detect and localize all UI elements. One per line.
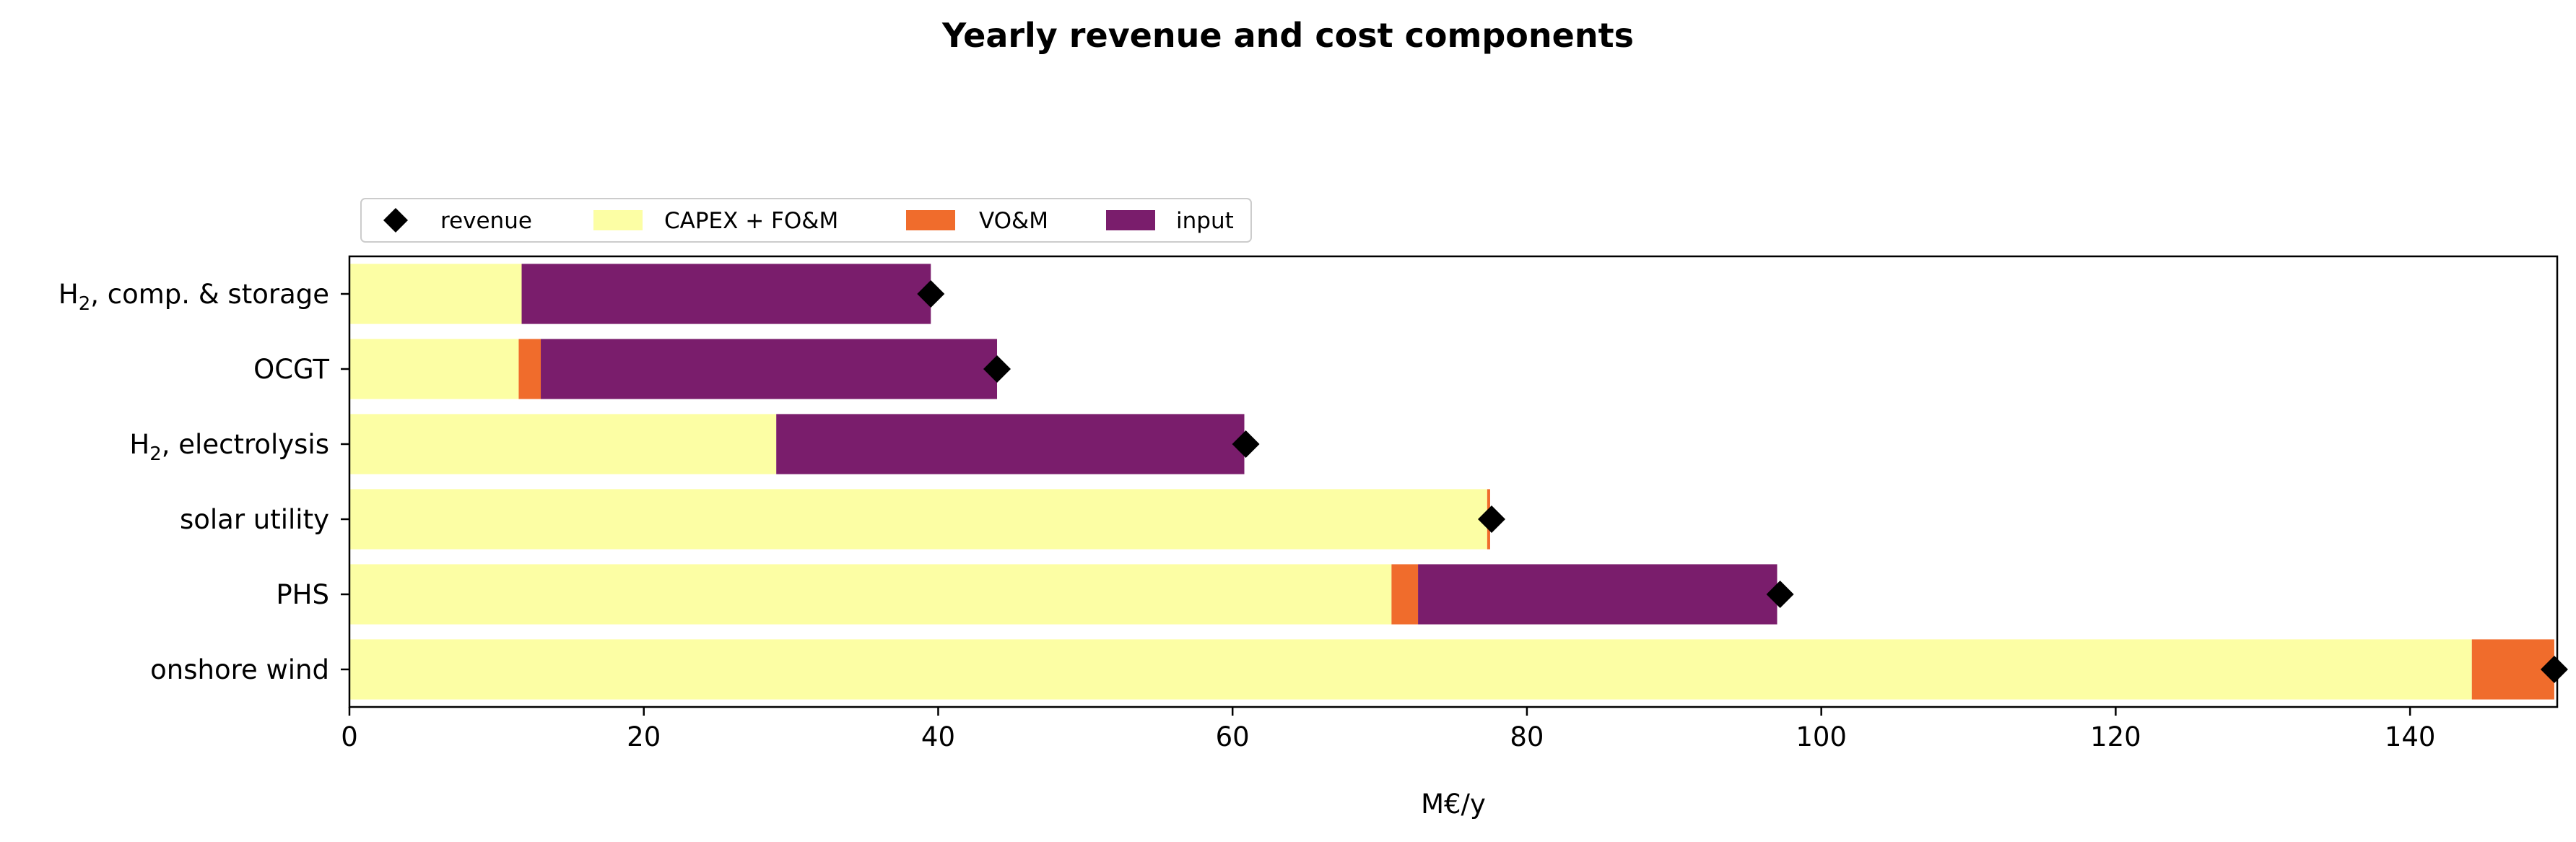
y-tick-label: H2, comp. & storage (58, 279, 329, 315)
bar-vo-m (1391, 564, 1419, 625)
bar-input (521, 264, 931, 324)
x-axis: 0 20 40 60 80 100 120 140 (341, 707, 2435, 752)
x-tick-label: 20 (627, 721, 661, 752)
legend-label: revenue (440, 208, 532, 234)
bar-capex-fo-m (349, 264, 522, 324)
bar-vo-m (518, 339, 541, 399)
x-tick-label: 80 (1510, 721, 1544, 752)
bar-vo-m (2471, 639, 2554, 700)
x-tick-label: 100 (1796, 721, 1847, 752)
y-tick-label: onshore wind (150, 654, 329, 685)
revenue-marker (2540, 656, 2568, 683)
revenue-marker (1478, 505, 1506, 533)
legend-label: CAPEX + FO&M (664, 208, 838, 234)
bar-capex-fo-m (349, 414, 777, 474)
revenue-markers-layer (917, 280, 2568, 683)
x-tick-label: 0 (341, 721, 358, 752)
bar-capex-fo-m (349, 339, 519, 399)
y-axis: H2, comp. & storage OCGT H2, electrolysis s… (58, 279, 349, 685)
revenue-marker (983, 355, 1011, 383)
legend-swatch-capex-fo-m (593, 210, 643, 230)
bars-layer (349, 264, 2554, 700)
y-tick-label: OCGT (253, 354, 329, 385)
legend-swatch-vo-m (906, 210, 955, 230)
bar-capex-fo-m (349, 564, 1392, 625)
y-tick-label: PHS (276, 579, 329, 610)
legend-frame (360, 198, 1252, 243)
bar-input (1418, 564, 1777, 625)
chart-title: Yearly revenue and cost components (941, 16, 1634, 55)
x-tick-label: 40 (921, 721, 955, 752)
x-tick-label: 140 (2385, 721, 2436, 752)
revenue-marker (917, 280, 945, 308)
legend-swatch-input (1106, 210, 1155, 230)
legend-label: input (1176, 208, 1234, 234)
bar-input (776, 414, 1245, 474)
x-tick-label: 120 (2090, 721, 2141, 752)
y-tick-label: H2, electrolysis (129, 429, 329, 465)
bar-capex-fo-m (349, 489, 1487, 550)
bar-input (541, 339, 998, 399)
y-tick-label: solar utility (180, 504, 329, 535)
revenue-marker (1766, 581, 1794, 608)
x-axis-label: M€/y (1421, 789, 1486, 820)
plot-frame (348, 255, 2559, 708)
revenue-marker (1232, 430, 1260, 458)
legend-revenue-marker (383, 208, 408, 233)
legend-label: VO&M (979, 208, 1048, 234)
legend: revenue CAPEX + FO&M VO&M input (360, 198, 1252, 243)
bar-capex-fo-m (349, 639, 2472, 700)
x-tick-label: 60 (1216, 721, 1250, 752)
